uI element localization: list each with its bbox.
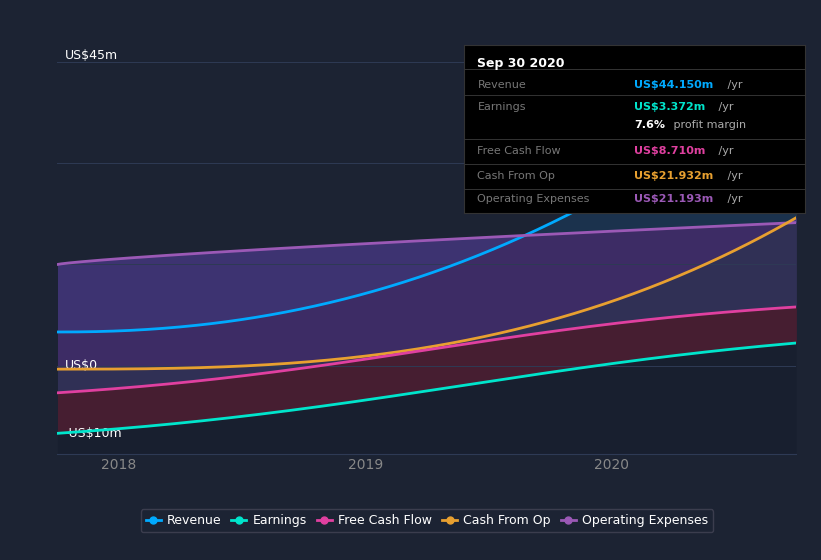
Text: /yr: /yr [724,80,743,90]
Text: US$21.193m: US$21.193m [635,194,713,204]
Text: US$44.150m: US$44.150m [635,80,713,90]
Text: profit margin: profit margin [670,120,746,130]
Text: /yr: /yr [715,102,734,112]
Text: Free Cash Flow: Free Cash Flow [478,146,561,156]
Text: Earnings: Earnings [478,102,526,112]
Text: 7.6%: 7.6% [635,120,665,130]
Text: Revenue: Revenue [478,80,526,90]
Text: US$45m: US$45m [65,49,118,62]
Legend: Revenue, Earnings, Free Cash Flow, Cash From Op, Operating Expenses: Revenue, Earnings, Free Cash Flow, Cash … [140,510,713,533]
Text: US$0: US$0 [65,360,98,372]
Text: -US$10m: -US$10m [65,427,122,440]
Text: Sep 30 2020: Sep 30 2020 [478,57,565,69]
Text: /yr: /yr [724,171,743,181]
Text: Cash From Op: Cash From Op [478,171,555,181]
Text: /yr: /yr [715,146,734,156]
Text: US$21.932m: US$21.932m [635,171,713,181]
Text: US$3.372m: US$3.372m [635,102,705,112]
Text: US$8.710m: US$8.710m [635,146,705,156]
Text: /yr: /yr [724,194,743,204]
Text: Operating Expenses: Operating Expenses [478,194,589,204]
